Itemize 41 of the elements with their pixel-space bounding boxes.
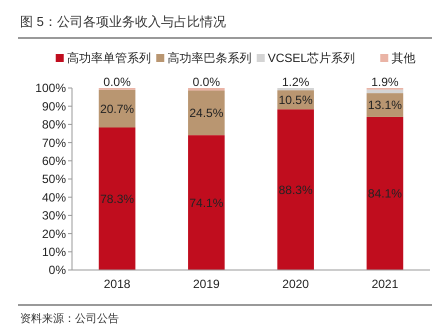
y-tick-label: 10%	[42, 245, 66, 259]
legend-label: 高功率单管系列	[66, 51, 151, 66]
bar	[277, 109, 314, 270]
data-label: 13.1%	[368, 98, 402, 112]
data-label: 78.3%	[100, 192, 134, 206]
y-tick-label: 70%	[42, 136, 66, 150]
x-tick-label: 2019	[193, 277, 220, 291]
data-label: 20.7%	[100, 102, 134, 116]
text: 资料来源：公司公告	[20, 312, 119, 325]
bar	[98, 90, 136, 128]
y-tick-label: 0%	[48, 263, 66, 278]
y-tick-label: 60%	[42, 154, 66, 168]
x-tick-label: 2021	[372, 277, 399, 291]
data-label: 24.5%	[189, 106, 224, 120]
data-label: 10.5%	[278, 92, 313, 107]
y-tick-label: 100%	[35, 81, 66, 96]
x-tick-label: 2018	[104, 277, 131, 291]
data-label: 1.2%	[282, 75, 310, 89]
y-tick-label: 20%	[42, 226, 66, 241]
legend-label: 高功率巴条系列	[167, 51, 252, 66]
bar	[188, 135, 225, 270]
data-label: 88.3%	[278, 182, 313, 197]
bar	[188, 90, 225, 136]
bar	[366, 90, 404, 94]
chart-title: 图 5：公司各项业务收入与占比情况	[20, 14, 226, 29]
data-label: 0.0%	[103, 75, 132, 89]
y-tick-label: 40%	[42, 190, 66, 204]
data-label: 74.1%	[189, 196, 224, 210]
data-label: 1.9%	[371, 75, 399, 89]
y-tick-label: 90%	[42, 99, 66, 114]
legend-label: 其他	[391, 51, 416, 66]
y-tick-label: 30%	[42, 208, 66, 223]
y-tick-label: 80%	[42, 118, 66, 132]
x-tick-label: 2020	[282, 277, 310, 291]
legend-label: VCSEL芯片系列	[268, 51, 356, 66]
data-label: 0.0%	[192, 75, 220, 89]
y-tick-label: 50%	[42, 172, 66, 186]
bar	[188, 88, 225, 91]
bar	[98, 127, 136, 270]
data-label: 84.1%	[368, 186, 402, 201]
bar	[366, 116, 404, 270]
